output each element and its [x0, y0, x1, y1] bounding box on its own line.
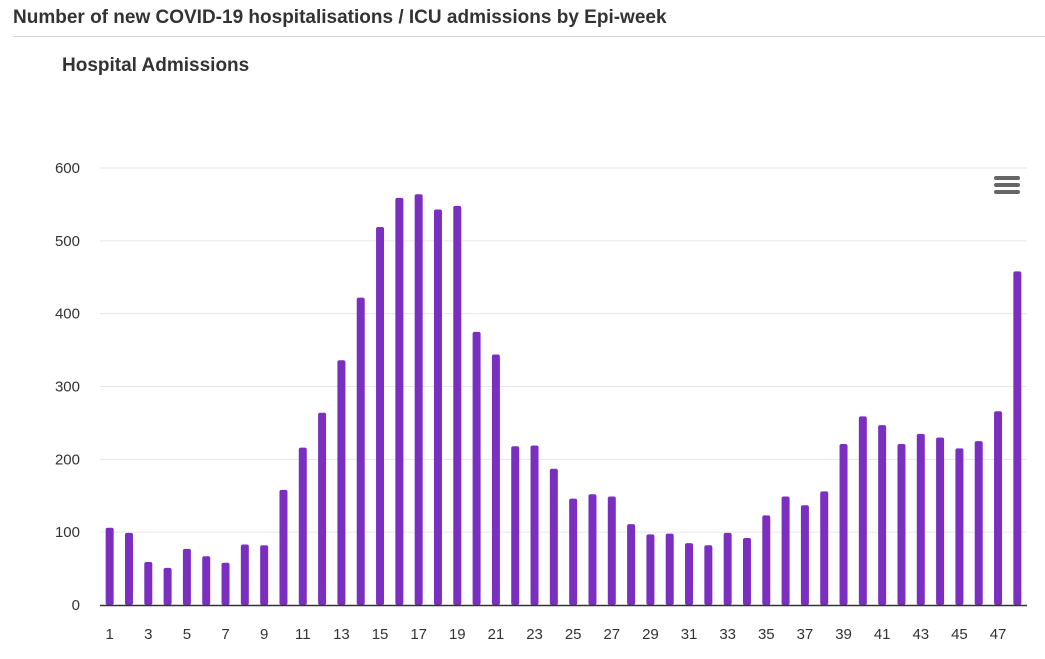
x-tick-label: 25: [565, 626, 582, 643]
bar: [433, 209, 442, 605]
x-tick-label: 19: [449, 626, 466, 643]
x-tick-label: 41: [874, 626, 891, 643]
bar: [356, 297, 365, 605]
x-tick-label: 23: [526, 626, 543, 643]
x-tick-label: 29: [642, 626, 659, 643]
bar: [279, 489, 288, 605]
y-tick-label: 600: [55, 160, 80, 177]
y-tick-label: 300: [55, 379, 80, 396]
bar: [221, 562, 230, 605]
bar: [1013, 271, 1022, 605]
bar: [897, 444, 906, 605]
bar: [414, 194, 423, 605]
x-tick-label: 13: [333, 626, 350, 643]
bar: [569, 498, 578, 605]
bar: [627, 524, 636, 605]
bar: [182, 548, 191, 605]
bar: [820, 491, 829, 605]
x-tick-label: 31: [681, 626, 698, 643]
y-tick-label: 200: [55, 451, 80, 468]
bar: [588, 494, 597, 605]
bar: [318, 412, 327, 605]
bar: [491, 354, 500, 605]
x-tick-label: 21: [488, 626, 505, 643]
bar: [240, 544, 249, 605]
bar: [472, 331, 481, 605]
bar: [781, 496, 790, 605]
bar: [530, 445, 539, 605]
x-tick-label: 33: [719, 626, 736, 643]
x-tick-label: 35: [758, 626, 775, 643]
x-tick-label: 1: [105, 626, 113, 643]
x-tick-label: 45: [951, 626, 968, 643]
x-tick-label: 37: [797, 626, 814, 643]
y-tick-label: 100: [55, 524, 80, 541]
x-tick-label: 7: [221, 626, 229, 643]
x-tick-label: 15: [372, 626, 389, 643]
bar: [376, 226, 385, 605]
x-tick-label: 43: [912, 626, 929, 643]
bar: [994, 411, 1003, 605]
header-divider: [13, 36, 1045, 37]
bar: [916, 433, 925, 605]
chart-title: Hospital Admissions: [62, 55, 250, 76]
bar: [395, 197, 404, 605]
bar: [260, 545, 269, 605]
bar: [800, 505, 809, 605]
bar: [298, 447, 307, 605]
bar: [453, 205, 462, 605]
bar: [936, 437, 945, 605]
bar: [337, 360, 346, 605]
y-tick-label: 0: [72, 597, 80, 614]
bar: [839, 444, 848, 605]
bar: [685, 543, 694, 605]
bar: [163, 567, 172, 605]
bar: [124, 532, 133, 605]
bar: [144, 562, 153, 605]
bar: [665, 533, 674, 605]
bar: [858, 416, 867, 605]
bar: [762, 515, 771, 605]
bar: [549, 468, 558, 605]
y-tick-label: 400: [55, 306, 80, 323]
bar: [511, 446, 520, 605]
x-tick-label: 27: [603, 626, 620, 643]
x-tick-label: 47: [990, 626, 1007, 643]
bars: [105, 194, 1022, 605]
bar: [646, 534, 655, 605]
bar: [105, 527, 114, 605]
bar: [878, 425, 887, 605]
bar: [974, 441, 983, 605]
x-tick-label: 39: [835, 626, 852, 643]
bar: [202, 556, 211, 605]
x-tick-label: 11: [295, 626, 311, 643]
y-tick-label: 500: [55, 233, 80, 250]
gridlines: [100, 167, 1027, 533]
bar: [742, 537, 751, 605]
chart-menu-icon[interactable]: [994, 176, 1020, 198]
bar: [955, 448, 964, 605]
bar: [723, 532, 732, 605]
bar: [607, 496, 616, 605]
x-tick-label: 17: [410, 626, 427, 643]
x-tick-label: 3: [144, 626, 152, 643]
bar: [704, 545, 713, 605]
x-tick-label: 5: [183, 626, 191, 643]
section-title: Number of new COVID-19 hospitalisations …: [13, 7, 667, 28]
x-tick-label: 9: [260, 626, 268, 643]
